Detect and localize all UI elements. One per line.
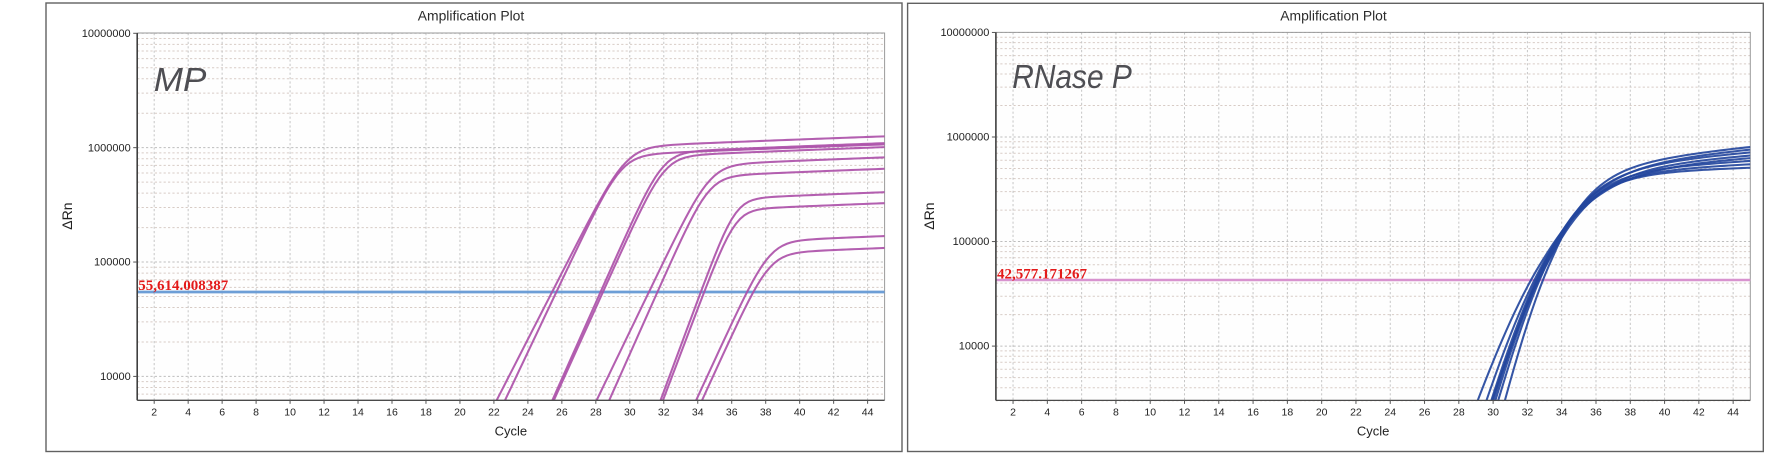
svg-text:44: 44 — [1727, 407, 1739, 419]
svg-text:10000: 10000 — [959, 341, 990, 353]
svg-text:14: 14 — [1213, 407, 1225, 419]
svg-text:10: 10 — [284, 407, 296, 419]
svg-text:24: 24 — [522, 407, 534, 419]
svg-text:RNase P: RNase P — [1012, 59, 1132, 96]
svg-text:16: 16 — [386, 407, 398, 419]
svg-text:Amplification Plot: Amplification Plot — [418, 9, 525, 24]
svg-text:20: 20 — [454, 407, 466, 419]
svg-text:8: 8 — [1113, 407, 1119, 419]
svg-text:2: 2 — [1010, 407, 1016, 419]
svg-text:44: 44 — [862, 407, 874, 419]
svg-text:55,614.008387: 55,614.008387 — [138, 278, 229, 294]
svg-text:36: 36 — [726, 407, 738, 419]
svg-text:8: 8 — [253, 407, 259, 419]
svg-text:38: 38 — [760, 407, 772, 419]
svg-text:100000: 100000 — [953, 236, 990, 248]
svg-text:10: 10 — [1144, 407, 1156, 419]
svg-text:1000000: 1000000 — [947, 132, 990, 144]
svg-text:18: 18 — [1282, 407, 1294, 419]
svg-text:30: 30 — [1487, 407, 1499, 419]
svg-text:18: 18 — [420, 407, 432, 419]
svg-text:42: 42 — [828, 407, 840, 419]
svg-text:38: 38 — [1624, 407, 1636, 419]
svg-text:22: 22 — [488, 407, 500, 419]
svg-text:10000000: 10000000 — [82, 28, 131, 40]
svg-text:28: 28 — [1453, 407, 1465, 419]
svg-text:2: 2 — [151, 407, 157, 419]
svg-text:34: 34 — [692, 407, 704, 419]
svg-text:34: 34 — [1556, 407, 1568, 419]
svg-text:MP: MP — [154, 62, 207, 99]
svg-text:24: 24 — [1384, 407, 1396, 419]
svg-text:Cycle: Cycle — [1357, 423, 1390, 438]
svg-text:26: 26 — [556, 407, 568, 419]
svg-text:22: 22 — [1350, 407, 1362, 419]
svg-text:6: 6 — [219, 407, 225, 419]
svg-text:26: 26 — [1419, 407, 1431, 419]
svg-text:12: 12 — [318, 407, 330, 419]
svg-text:42: 42 — [1693, 407, 1705, 419]
svg-text:Cycle: Cycle — [495, 423, 528, 438]
svg-text:20: 20 — [1316, 407, 1328, 419]
svg-text:30: 30 — [624, 407, 636, 419]
svg-text:ΔRn: ΔRn — [59, 202, 75, 229]
svg-text:36: 36 — [1590, 407, 1602, 419]
svg-text:Amplification Plot: Amplification Plot — [1280, 9, 1387, 24]
svg-text:16: 16 — [1247, 407, 1259, 419]
svg-text:1000000: 1000000 — [88, 142, 131, 154]
svg-text:40: 40 — [794, 407, 806, 419]
svg-text:10000000: 10000000 — [940, 27, 989, 39]
svg-text:4: 4 — [185, 407, 191, 419]
svg-text:10000: 10000 — [100, 371, 131, 383]
svg-text:12: 12 — [1179, 407, 1191, 419]
svg-text:6: 6 — [1079, 407, 1085, 419]
svg-text:100000: 100000 — [94, 257, 131, 269]
svg-text:40: 40 — [1659, 407, 1671, 419]
svg-text:32: 32 — [658, 407, 670, 419]
svg-text:32: 32 — [1522, 407, 1534, 419]
svg-text:42,577.171267: 42,577.171267 — [997, 266, 1088, 282]
svg-text:14: 14 — [352, 407, 364, 419]
svg-text:ΔRn: ΔRn — [921, 202, 937, 229]
svg-text:28: 28 — [590, 407, 602, 419]
svg-text:4: 4 — [1044, 407, 1050, 419]
